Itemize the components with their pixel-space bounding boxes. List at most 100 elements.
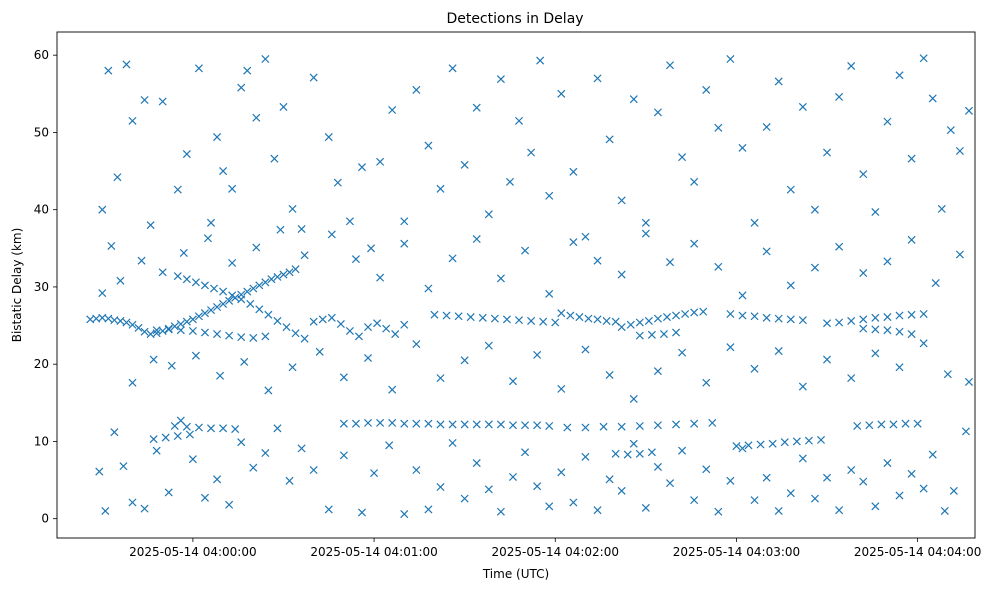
data-point: [557, 468, 566, 477]
data-point: [210, 284, 219, 293]
data-point: [653, 421, 662, 430]
data-point: [726, 309, 735, 318]
x-axis-label: Time (UTC): [482, 567, 549, 581]
data-point: [484, 210, 493, 219]
data-point: [593, 315, 602, 324]
data-point: [191, 351, 200, 360]
data-point: [629, 394, 638, 403]
data-point: [653, 108, 662, 117]
data-point: [149, 435, 158, 444]
data-point: [152, 329, 161, 338]
data-point: [563, 423, 572, 432]
data-point: [200, 328, 209, 337]
data-point: [593, 74, 602, 83]
data-point: [213, 302, 222, 312]
data-point: [774, 77, 783, 86]
data-point: [194, 423, 203, 432]
data-point: [871, 325, 880, 334]
data-point: [336, 319, 345, 329]
data-point: [726, 476, 735, 485]
data-point: [635, 449, 644, 458]
data-point: [140, 327, 149, 336]
data-point: [545, 191, 554, 200]
data-point: [611, 449, 620, 458]
data-point: [228, 291, 237, 300]
data-point: [883, 117, 892, 126]
data-point: [653, 462, 662, 471]
data-point: [551, 318, 560, 327]
data-point: [213, 475, 222, 484]
data-point: [400, 239, 409, 248]
data-point: [533, 421, 542, 430]
data-point: [690, 496, 699, 505]
data-point: [170, 322, 179, 331]
data-point: [883, 313, 892, 322]
data-point: [702, 85, 711, 94]
data-point: [907, 235, 916, 244]
x-tick-label: 2025-05-14 04:04:00: [854, 545, 981, 559]
data-point: [883, 326, 892, 335]
data-point: [285, 268, 294, 277]
data-point: [119, 462, 128, 471]
data-point: [200, 493, 209, 502]
data-point: [472, 459, 481, 468]
data-point: [213, 133, 222, 142]
data-point: [913, 419, 922, 428]
data-point: [288, 363, 297, 372]
data-point: [744, 441, 753, 450]
data-point: [424, 505, 433, 514]
data-point: [373, 319, 382, 328]
data-point: [315, 347, 324, 356]
data-point: [388, 105, 397, 115]
y-tick-label: 40: [34, 203, 49, 217]
data-point: [508, 472, 518, 481]
data-point: [690, 308, 699, 317]
data-point: [521, 421, 530, 430]
data-point: [128, 320, 137, 329]
data-point: [732, 442, 741, 451]
data-point: [152, 446, 161, 455]
data-point: [255, 281, 264, 290]
data-point: [762, 313, 771, 322]
data-point: [907, 154, 916, 163]
data-point: [659, 330, 668, 339]
x-tick-label: 2025-05-14 04:01:00: [310, 545, 437, 559]
data-point: [756, 440, 765, 449]
data-point: [354, 332, 363, 341]
data-point: [273, 316, 282, 325]
data-point: [623, 450, 632, 459]
data-point: [505, 177, 514, 186]
data-point: [883, 459, 892, 468]
data-point: [161, 433, 170, 442]
data-point: [750, 218, 759, 227]
data-point: [798, 382, 807, 391]
data-point: [128, 378, 137, 387]
data-point: [699, 307, 708, 316]
data-point: [400, 217, 409, 226]
data-point: [859, 477, 868, 486]
data-point: [792, 437, 801, 446]
data-point: [249, 284, 258, 293]
data-point: [702, 465, 711, 474]
data-point: [152, 326, 161, 335]
data-point: [400, 320, 409, 329]
data-point: [188, 315, 197, 324]
data-point: [750, 312, 759, 321]
data-point: [137, 256, 146, 265]
data-point: [653, 314, 662, 323]
data-point: [774, 506, 783, 515]
data-point: [496, 507, 505, 516]
data-point: [228, 258, 237, 268]
data-point: [400, 510, 409, 519]
data-point: [219, 167, 228, 176]
data-point: [575, 313, 584, 322]
data-point: [246, 299, 255, 308]
data-point: [376, 157, 385, 166]
data-point: [644, 316, 653, 325]
data-point: [750, 496, 759, 505]
data-point: [219, 299, 228, 308]
data-point: [285, 476, 294, 485]
data-point: [690, 239, 699, 248]
data-point: [225, 500, 234, 509]
